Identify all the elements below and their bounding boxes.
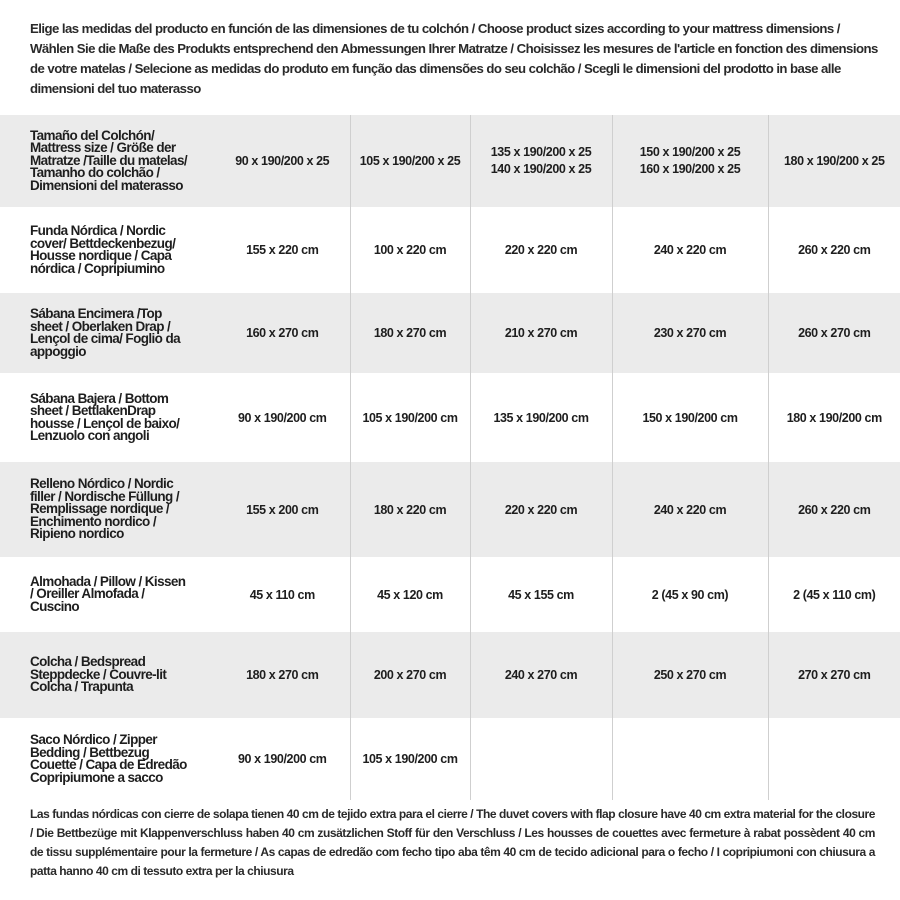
size-cell: 240 x 270 cm (469, 632, 612, 718)
size-text: 140 x 190/200 x 25 (490, 162, 592, 176)
size-cell: 220 x 220 cm (469, 462, 612, 557)
intro-text: Elige las medidas del producto en funció… (30, 21, 878, 96)
size-cell: 240 x 220 cm (611, 207, 768, 293)
size-cell: 260 x 220 cm (767, 462, 900, 557)
row-label: Sábana Bajera / Bottom sheet / Bettlaken… (30, 390, 180, 443)
table-row: Relleno Nórdico / Nordic filler / Nordis… (0, 462, 900, 557)
mattress-size: 135 x 190/200 x 25 140 x 190/200 x 25 (469, 115, 612, 207)
mattress-size: 90 x 190/200 x 25 (215, 115, 350, 207)
size-cell: 230 x 270 cm (611, 293, 768, 373)
size-cell: 155 x 220 cm (246, 243, 319, 257)
size-cell: 155 x 200 cm (215, 462, 350, 557)
table-row: Almohada / Pillow / Kissen / Oreiller Al… (0, 557, 900, 632)
size-cell: 90 x 190/200 cm (237, 410, 327, 425)
size-cell: 2 (45 x 110 cm) (767, 557, 900, 632)
footnote: Las fundas nórdicas con cierre de solapa… (30, 807, 875, 878)
size-cell: 160 x 270 cm (215, 293, 350, 373)
table-row: Colcha / Bedspread Steppdecke / Couvre-l… (0, 632, 900, 718)
size-text: 90 x 190/200 x 25 (235, 153, 330, 168)
row-label: Relleno Nórdico / Nordic filler / Nordis… (0, 462, 215, 557)
size-cell: 220 x 220 cm (469, 207, 612, 293)
size-cell: 100 x 220 cm (349, 207, 470, 293)
size-table: Tamaño del Colchón/ Mattress size / Größ… (0, 115, 900, 800)
size-text: 180 x 190/200 x 25 (783, 153, 885, 168)
mattress-size: 150 x 190/200 x 25 160 x 190/200 x 25 (611, 115, 768, 207)
size-cell: 200 x 270 cm (349, 632, 470, 718)
size-text: 150 x 190/200 x 25 (639, 145, 741, 159)
header-row: Tamaño del Colchón/ Mattress size / Größ… (0, 115, 900, 207)
size-text: 160 x 190/200 x 25 (639, 162, 741, 176)
size-cell: 260 x 270 cm (767, 293, 900, 373)
table-row: Saco Nórdico / Zipper Bedding / Bettbezu… (0, 718, 900, 800)
size-cell: 180 x 270 cm (215, 632, 350, 718)
size-cell: 260 x 220 cm (767, 207, 900, 293)
size-text: 105 x 190/200 x 25 (359, 153, 461, 168)
size-cell: 180 x 190/200 cm (767, 373, 900, 462)
size-cell: 180 x 220 cm (349, 462, 470, 557)
size-text: 135 x 190/200 x 25 (490, 145, 592, 159)
row-label: Colcha / Bedspread Steppdecke / Couvre-l… (0, 632, 215, 718)
size-cell: 90 x 190/200 cm (237, 752, 327, 766)
row-label: Almohada / Pillow / Kissen / Oreiller Al… (30, 573, 186, 614)
size-cell: 45 x 110 cm (249, 587, 316, 602)
size-cell: 270 x 270 cm (767, 632, 900, 718)
table-row: Sábana Encimera /Top sheet / Oberlaken D… (0, 293, 900, 373)
size-cell: 105 x 190/200 cm (349, 718, 470, 800)
row-label: Funda Nórdica / Nordic cover/ Bettdecken… (30, 223, 176, 276)
table-row: Funda Nórdica / Nordic cover/ Bettdecken… (0, 207, 900, 293)
mattress-size: 105 x 190/200 x 25 (349, 115, 470, 207)
mattress-size: 180 x 190/200 x 25 (767, 115, 900, 207)
size-cell: 45 x 155 cm (469, 557, 612, 632)
size-cell (767, 718, 900, 800)
size-cell: 135 x 190/200 cm (469, 373, 612, 462)
size-cell: 45 x 120 cm (349, 557, 470, 632)
row-label: Sábana Encimera /Top sheet / Oberlaken D… (0, 293, 215, 373)
size-cell: 240 x 220 cm (611, 462, 768, 557)
size-cell: 105 x 190/200 cm (349, 373, 470, 462)
size-cell: 2 (45 x 90 cm) (611, 557, 768, 632)
size-cell (469, 718, 612, 800)
header-label: Tamaño del Colchón/ Mattress size / Größ… (0, 115, 215, 207)
size-cell: 180 x 270 cm (349, 293, 470, 373)
size-cell: 150 x 190/200 cm (611, 373, 768, 462)
size-cell: 210 x 270 cm (469, 293, 612, 373)
table-row: Sábana Bajera / Bottom sheet / Bettlaken… (0, 373, 900, 462)
size-cell: 250 x 270 cm (611, 632, 768, 718)
size-cell (611, 718, 768, 800)
row-label: Saco Nórdico / Zipper Bedding / Bettbezu… (30, 732, 187, 785)
